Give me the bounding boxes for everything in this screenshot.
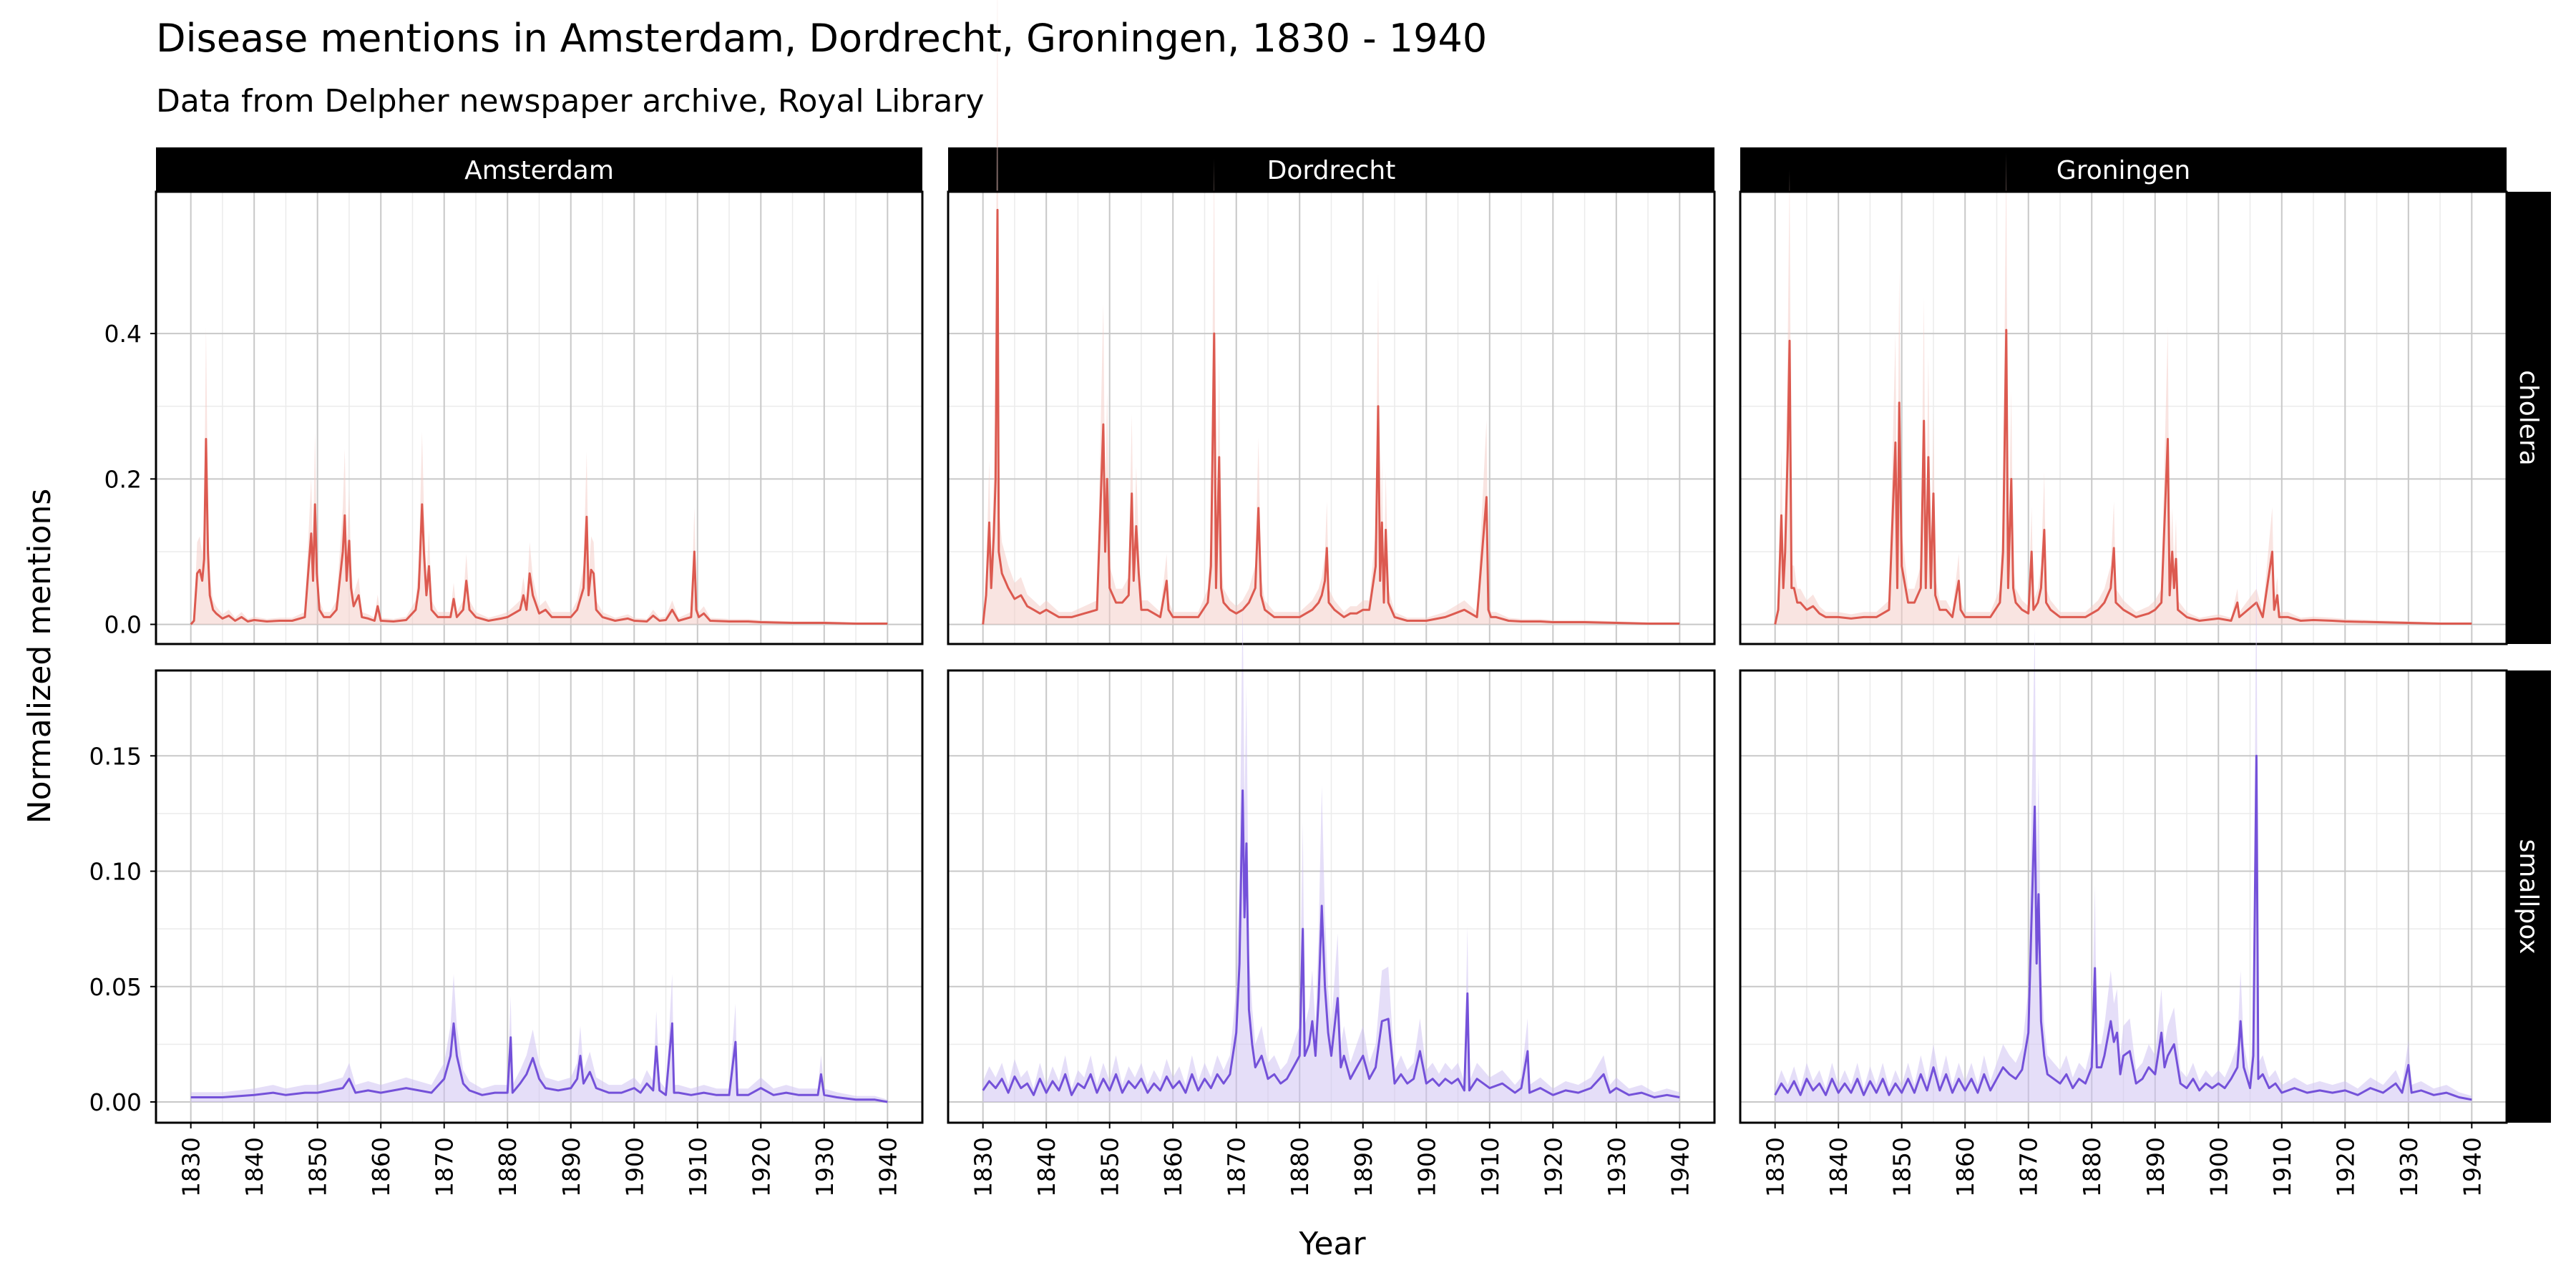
series-line-dordrecht-cholera (982, 208, 1680, 625)
x-tick-label: 1940 (874, 1137, 902, 1197)
strip-cholera (2507, 192, 2551, 644)
x-tick-label: 1860 (1159, 1137, 1187, 1197)
series-line-dordrecht-smallpox (982, 789, 1680, 1098)
x-tick-label: 1830 (970, 1137, 997, 1197)
y-tick-label-smallpox: 0.10 (89, 858, 142, 886)
panel-border (155, 190, 924, 645)
strip-dordrecht (948, 147, 1714, 192)
series-line-amsterdam-cholera (190, 438, 888, 625)
x-axis-title: Year (1298, 1226, 1366, 1262)
series-line-groningen-smallpox (1774, 754, 2472, 1101)
strip-label-groningen: Groningen (2057, 156, 2190, 185)
y-tick-label-cholera: 0.2 (104, 465, 142, 493)
x-tick-label: 1860 (367, 1137, 395, 1197)
x-tick-label: 1900 (1413, 1137, 1440, 1197)
strip-groningen (1740, 147, 2507, 192)
x-tick-label: 1840 (240, 1137, 268, 1197)
chart-title: Disease mentions in Amsterdam, Dordrecht… (156, 16, 1488, 61)
strip-label-amsterdam: Amsterdam (464, 156, 614, 185)
x-tick-label: 1900 (620, 1137, 648, 1197)
x-tick-label: 1870 (1223, 1137, 1251, 1197)
x-tick-label: 1930 (1603, 1137, 1631, 1197)
y-tick-label-smallpox: 0.15 (89, 742, 142, 770)
strip-label-dordrecht: Dordrecht (1267, 156, 1396, 185)
x-tick-label: 1880 (494, 1137, 522, 1197)
x-tick-label: 1870 (2015, 1137, 2043, 1197)
strip-label-smallpox: smallpox (2514, 839, 2543, 955)
y-tick-label-smallpox: 0.05 (89, 973, 142, 1001)
panel-amsterdam-smallpox: 1830 1840 1850 1860 1870 1880 1890 1900 1910 1920… (150, 669, 924, 1197)
x-tick-label: 1910 (2268, 1137, 2296, 1197)
x-tick-label: 1870 (431, 1137, 459, 1197)
x-tick-label: 1850 (1888, 1137, 1916, 1197)
panel-border (947, 190, 1716, 645)
x-tick-label: 1940 (2458, 1137, 2486, 1197)
x-tick-label: 1830 (177, 1137, 205, 1197)
panel-dordrecht-cholera (947, 0, 1716, 645)
panel-border (1739, 190, 2508, 645)
x-tick-label: 1850 (1096, 1137, 1124, 1197)
strip-label-cholera: cholera (2514, 370, 2543, 466)
x-tick-label: 1880 (2078, 1137, 2106, 1197)
x-tick-label: 1840 (1033, 1137, 1060, 1197)
panel-amsterdam-cholera (150, 190, 924, 645)
strip-amsterdam (156, 147, 922, 192)
facets-layer: Amsterdam Dordrecht Groningen cholera smallp… (89, 0, 2551, 1197)
strip-smallpox (2507, 670, 2551, 1123)
x-tick-label: 1890 (2142, 1137, 2170, 1197)
x-tick-label: 1930 (2395, 1137, 2423, 1197)
x-tick-label: 1920 (747, 1137, 775, 1197)
x-tick-label: 1890 (1350, 1137, 1377, 1197)
x-tick-label: 1910 (1476, 1137, 1504, 1197)
series-line-amsterdam-smallpox (190, 1022, 888, 1103)
x-tick-label: 1900 (2205, 1137, 2233, 1197)
panel-border (947, 669, 1716, 1124)
chart-subtitle: Data from Delpher newspaper archive, Roy… (156, 83, 985, 119)
x-tick-label: 1920 (1539, 1137, 1567, 1197)
x-tick-label: 1880 (1286, 1137, 1314, 1197)
x-tick-label: 1940 (1666, 1137, 1694, 1197)
x-tick-label: 1910 (684, 1137, 712, 1197)
panel-dordrecht-smallpox: 1830 1840 1850 1860 1870 1880 1890 1900 1910 1920… (947, 601, 1716, 1197)
y-tick-label-cholera: 0.0 (104, 611, 142, 639)
y-tick-label-smallpox: 0.00 (89, 1088, 142, 1116)
panel-border (1739, 669, 2508, 1124)
x-tick-label: 1930 (811, 1137, 839, 1197)
panel-groningen-cholera (1739, 152, 2508, 645)
panel-groningen-smallpox: 1830 1840 1850 1860 1870 1880 1890 1900 1910 1920… (1739, 545, 2508, 1197)
x-tick-label: 1920 (2331, 1137, 2359, 1197)
series-line-groningen-cholera (1774, 328, 2472, 625)
x-tick-label: 1890 (557, 1137, 585, 1197)
x-tick-label: 1860 (1951, 1137, 1979, 1197)
x-tick-label: 1830 (1762, 1137, 1790, 1197)
y-tick-label-cholera: 0.4 (104, 320, 142, 348)
x-tick-label: 1850 (304, 1137, 332, 1197)
y-axis-title: Normalized mentions (21, 489, 58, 824)
x-tick-label: 1840 (1825, 1137, 1853, 1197)
panel-border (155, 669, 924, 1124)
